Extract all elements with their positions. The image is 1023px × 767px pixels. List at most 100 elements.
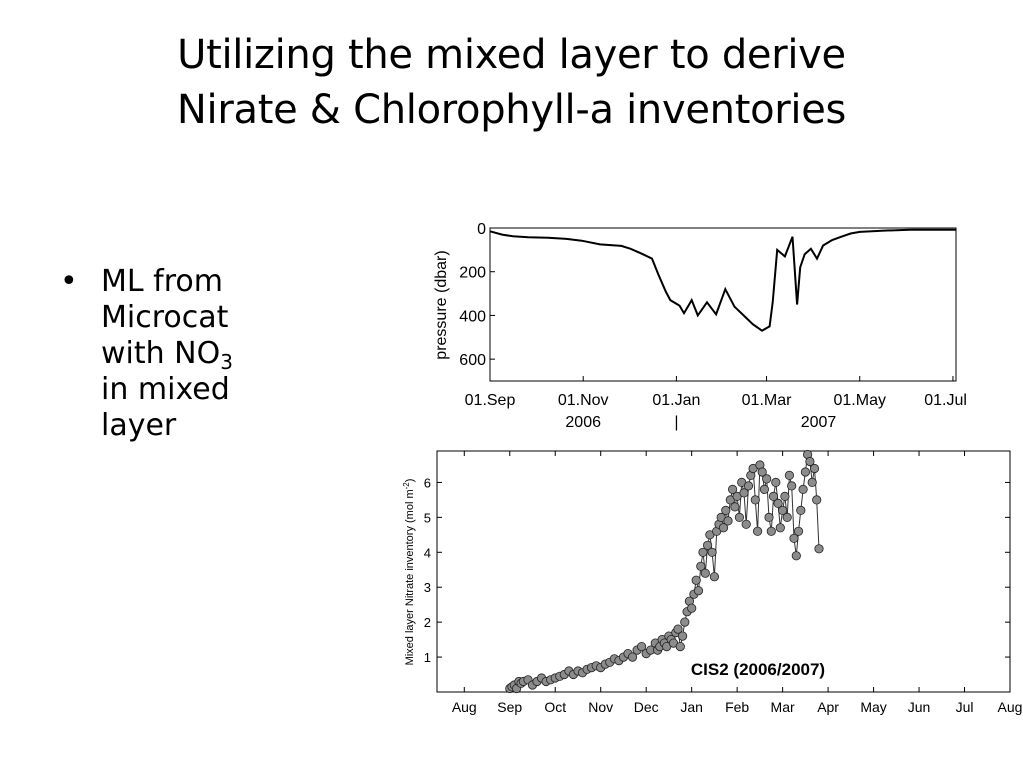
nitrate-data-point	[657, 634, 667, 645]
nitrate-x-tick-label: Aug	[998, 699, 1023, 715]
pressure-plot-frame	[489, 227, 957, 382]
pressure-y-tick-label: 200	[459, 265, 486, 282]
pressure-x-tick-label: 01.May	[834, 392, 886, 409]
nitrate-data-point	[641, 648, 651, 659]
nitrate-data-point	[727, 484, 738, 494]
nitrate-data-point	[568, 669, 579, 680]
nitrate-data-point	[762, 474, 772, 484]
nitrate-data-point	[618, 652, 629, 662]
nitrate-data-point	[573, 666, 583, 676]
pressure-x-year-label: 2006	[565, 414, 601, 431]
bullet-line-1: ML from	[101, 264, 223, 299]
nitrate-data-point	[636, 641, 647, 652]
nitrate-data-point	[802, 449, 813, 460]
nitrate-data-point	[509, 680, 519, 690]
nitrate-data-point	[718, 523, 729, 533]
nitrate-x-tick-label: Mar	[771, 699, 795, 715]
nitrate-data-point	[791, 551, 801, 561]
nitrate-y-axis-label: Mixed layer Nitrate inventory (mol m-2)	[402, 479, 417, 666]
nitrate-y-tick-label: 5	[424, 510, 431, 525]
bullet-line-3: with NO3	[101, 336, 321, 372]
nitrate-data-point	[755, 460, 765, 470]
nitrate-data-point	[732, 491, 742, 501]
pressure-x-tick-label: 01.Mar	[742, 392, 792, 409]
pressure-y-tick-label: 600	[459, 352, 486, 369]
pressure-x-tick-label: 01.Jul	[924, 392, 967, 409]
nitrate-data-point	[707, 547, 717, 557]
nitrate-data-point	[591, 661, 601, 671]
nitrate-data-point	[609, 654, 620, 664]
pressure-x-year-label: |	[674, 414, 678, 431]
nitrate-data-point	[805, 456, 815, 467]
nitrate-data-point	[605, 657, 615, 667]
nitrate-data-point	[680, 617, 690, 627]
nitrate-data-point	[737, 477, 747, 487]
nitrate-x-tick-label: Jul	[956, 699, 974, 715]
nitrate-data-point	[807, 477, 817, 487]
nitrate-data-point	[559, 669, 569, 680]
pressure-y-tick-label: 400	[459, 308, 486, 325]
nitrate-data-point	[627, 652, 638, 662]
nitrate-data-point	[600, 659, 610, 669]
nitrate-data-point	[796, 505, 806, 515]
pressure-x-tick-label: 01.Jan	[652, 392, 700, 409]
nitrate-data-point	[511, 683, 522, 694]
nitrate-x-tick-label: Nov	[588, 699, 613, 715]
bullet-marker: •	[60, 264, 78, 299]
nitrate-data-point	[739, 488, 749, 498]
bullet-line-5: layer	[101, 408, 177, 443]
nitrate-data-point	[800, 467, 811, 477]
pressure-x-year-label: 2007	[801, 414, 837, 431]
nitrate-data-point	[812, 495, 822, 505]
nitrate-data-point	[550, 673, 560, 683]
nitrate-y-axis-label-superscript: -2	[402, 482, 411, 490]
nitrate-data-point	[689, 589, 699, 599]
nitrate-data-point	[673, 624, 683, 634]
nitrate-data-point	[675, 641, 685, 652]
pressure-series-line	[489, 228, 956, 332]
nitrate-data-point	[734, 512, 745, 523]
nitrate-data-point	[798, 484, 808, 494]
bullet-line-4: in mixed	[101, 372, 230, 407]
nitrate-y-axis-label-main: Mixed layer Nitrate inventory (mol m	[404, 489, 416, 665]
nitrate-data-point	[766, 526, 776, 536]
nitrate-data-point	[780, 491, 790, 501]
nitrate-data-point	[655, 641, 665, 652]
nitrate-data-point	[771, 477, 781, 487]
nitrate-data-point	[671, 627, 681, 638]
nitrate-data-point	[596, 662, 606, 673]
nitrate-x-tick-label: Dec	[634, 699, 659, 715]
nitrate-data-point	[716, 512, 726, 523]
nitrate-y-tick-label: 3	[424, 580, 431, 595]
nitrate-y-tick-label: 6	[424, 475, 431, 490]
nitrate-data-point	[668, 638, 679, 648]
nitrate-plot-frame	[436, 450, 1011, 693]
nitrate-data-point	[536, 673, 547, 683]
nitrate-data-point	[555, 671, 565, 681]
nitrate-data-point	[632, 645, 642, 655]
nitrate-y-tick-label: 2	[424, 615, 431, 630]
nitrate-data-point	[721, 505, 731, 515]
no3-subscript: 3	[220, 350, 233, 374]
nitrate-data-point	[614, 655, 624, 666]
nitrate-data-point	[659, 638, 670, 648]
nitrate-data-point	[764, 512, 774, 523]
nitrate-y-axis-label-suffix: )	[404, 479, 416, 483]
nitrate-data-point	[757, 467, 767, 477]
nitrate-data-point	[702, 540, 713, 550]
bullet-line-3-text: with NO	[101, 336, 221, 371]
nitrate-data-point	[741, 519, 751, 529]
nitrate-data-point	[546, 675, 556, 685]
nitrate-x-tick-label: Oct	[544, 699, 566, 715]
nitrate-data-point	[746, 470, 756, 480]
nitrate-data-point	[514, 676, 524, 687]
nitrate-y-tick-label: 1	[424, 650, 431, 665]
nitrate-data-point	[768, 491, 779, 501]
nitrate-x-tick-label: Apr	[817, 699, 839, 715]
nitrate-data-point	[577, 668, 588, 678]
nitrate-data-point	[714, 519, 724, 529]
nitrate-data-point	[666, 634, 676, 645]
nitrate-data-point	[777, 505, 788, 515]
nitrate-data-point	[809, 463, 820, 474]
nitrate-data-point	[682, 607, 692, 617]
